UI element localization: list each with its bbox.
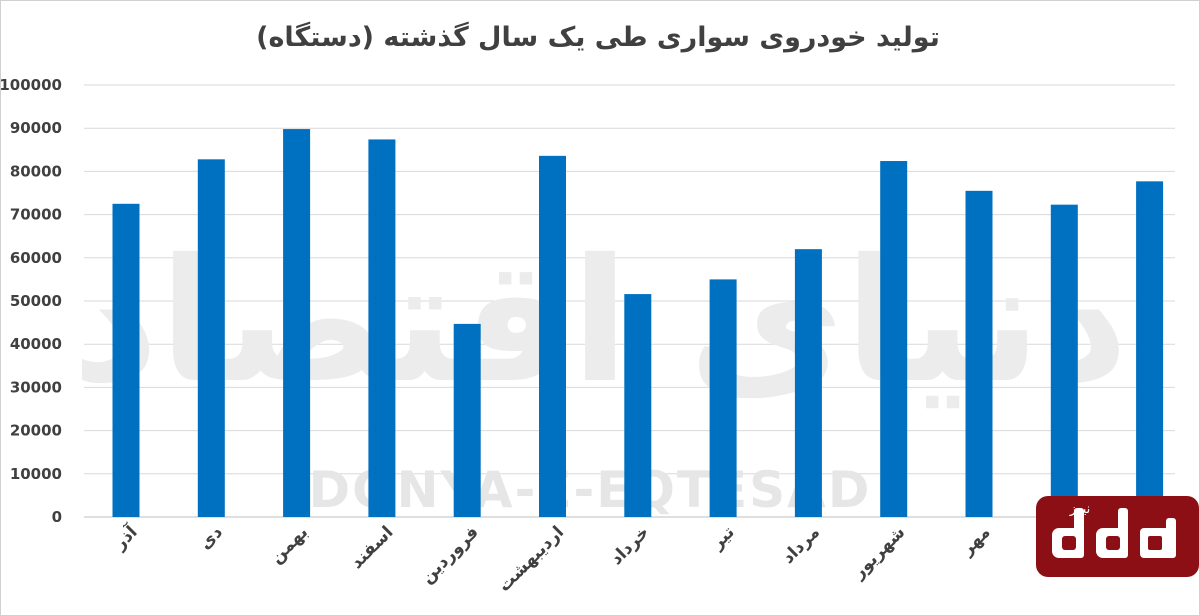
bar [539,155,566,517]
y-tick-label: 0 [52,508,62,526]
bar [197,159,225,517]
watermark: دنیای اقتصاد DONYA-E-EQTESAD [72,223,1129,519]
watermark-arabic: دنیای اقتصاد [72,223,1129,421]
y-tick-label: 80000 [10,162,62,180]
x-tick-label: مهر [957,522,995,560]
logo: نیوز [1036,496,1199,577]
x-tick-label: خرداد [607,522,654,569]
x-tick-label: مرداد [778,522,824,568]
bar [880,161,908,518]
y-tick-label: 60000 [10,249,62,267]
bar [283,129,311,517]
chart-title: تولید خودروی سواری طی یک سال گذشته (دستگ… [256,21,940,53]
bar [1050,204,1078,517]
x-tick-label: اسفند [347,522,398,573]
bar [709,279,737,517]
grid-lines [84,84,1175,518]
x-tick-label: اردیبهشت [494,522,568,596]
x-tick-label: بهمن [267,522,312,567]
y-tick-label: 70000 [10,206,62,224]
y-tick-labels: 0 10000 20000 30000 40000 50000 60000 70000 8000… [0,76,62,526]
bar [965,190,993,517]
watermark-latin: DONYA-E-EQTESAD [309,461,872,519]
x-tick-label: دی [196,522,228,554]
x-tick-labels: آذر دی بهمن اسفند فروردین اردیبهشت خرداد تیر مرد… [108,520,1081,596]
bar [794,249,822,517]
x-tick-label: تیر [707,522,739,554]
x-tick-label: شهریور [848,522,909,583]
y-tick-label: 100000 [0,76,62,94]
bar [112,203,140,518]
bar [1136,181,1164,517]
y-tick-label: 50000 [10,292,62,310]
x-tick-label: آذر [108,520,142,554]
bar [453,323,481,517]
bars [112,129,1164,518]
y-tick-label: 90000 [10,119,62,137]
y-tick-label: 10000 [10,465,62,483]
y-tick-label: 20000 [10,422,62,440]
x-tick-label: فروردین [417,522,482,587]
y-tick-label: 40000 [10,335,62,353]
bar [368,139,396,517]
y-tick-label: 30000 [10,378,62,396]
bar [624,294,652,517]
